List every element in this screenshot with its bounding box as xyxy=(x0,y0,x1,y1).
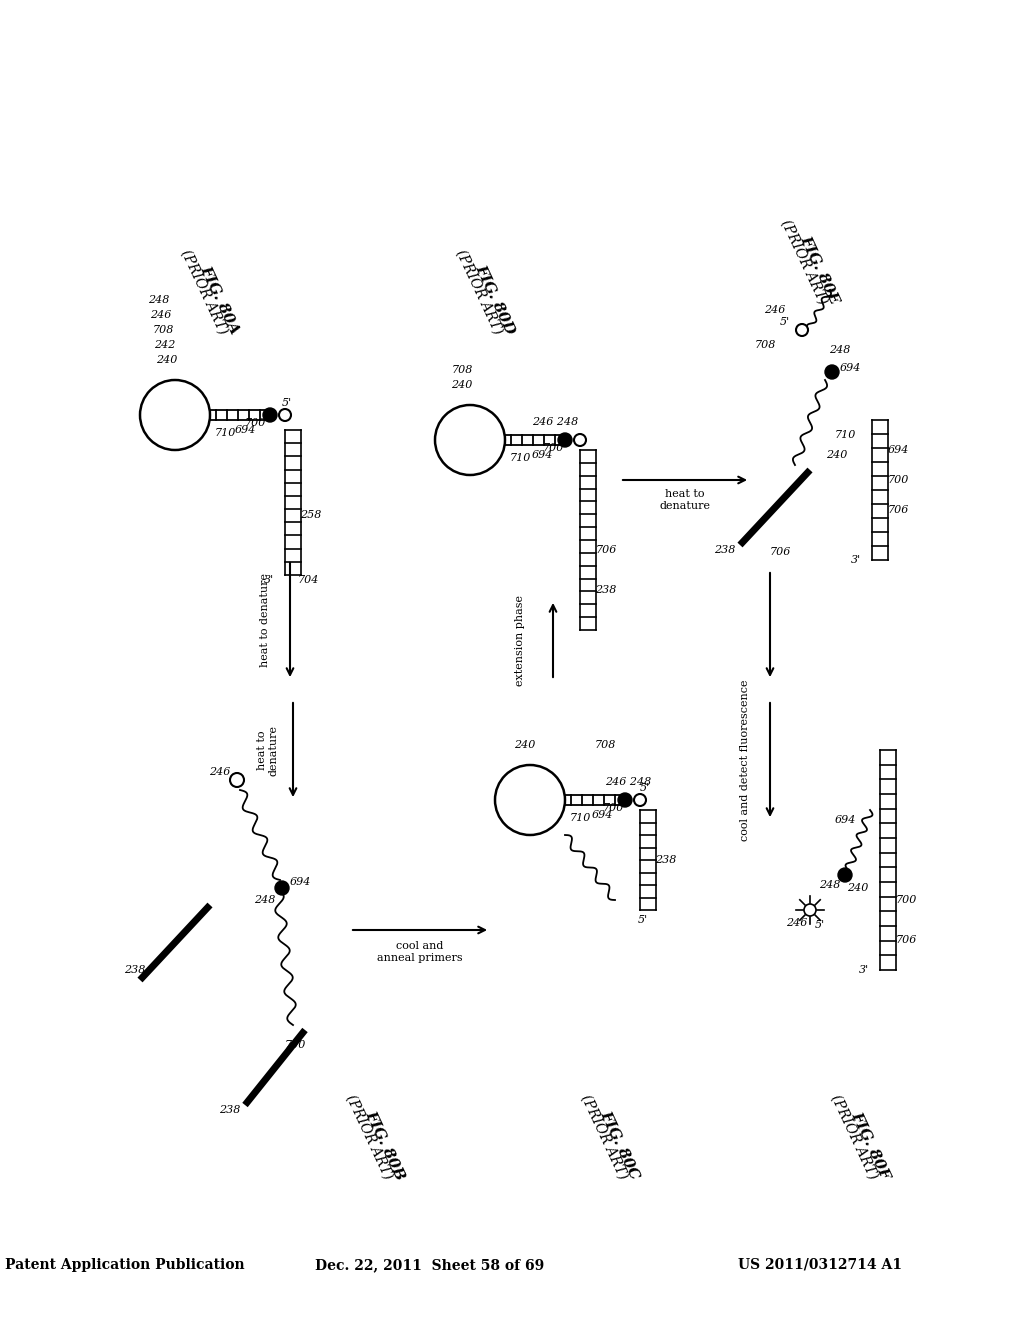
Text: (PRIOR ART): (PRIOR ART) xyxy=(828,1093,880,1181)
Text: FIG. 80E: FIG. 80E xyxy=(798,234,842,306)
Text: cool and
anneal primers: cool and anneal primers xyxy=(377,941,463,962)
Text: 238: 238 xyxy=(715,545,735,554)
Text: 700: 700 xyxy=(602,803,624,813)
Circle shape xyxy=(230,774,244,787)
Text: 706: 706 xyxy=(888,506,908,515)
Text: 700: 700 xyxy=(245,418,265,428)
Text: 238: 238 xyxy=(655,855,677,865)
Text: 240: 240 xyxy=(847,883,868,894)
Text: 238: 238 xyxy=(124,965,145,975)
Text: 700: 700 xyxy=(285,1040,306,1049)
Text: 710: 710 xyxy=(835,430,856,440)
Circle shape xyxy=(804,904,816,916)
Text: 240: 240 xyxy=(826,450,848,459)
Text: 5': 5' xyxy=(780,317,791,327)
Text: 238: 238 xyxy=(595,585,616,595)
Circle shape xyxy=(838,869,852,882)
Text: 710: 710 xyxy=(569,813,591,822)
Circle shape xyxy=(618,793,632,807)
Text: FIG. 80C: FIG. 80C xyxy=(598,1109,642,1181)
Text: 238: 238 xyxy=(219,1105,241,1115)
Text: 700: 700 xyxy=(543,444,563,453)
Text: 708: 708 xyxy=(153,325,174,335)
Circle shape xyxy=(558,433,572,447)
Text: (PRIOR ART): (PRIOR ART) xyxy=(578,1093,630,1181)
Text: 5': 5' xyxy=(638,915,648,925)
Text: FIG. 80F: FIG. 80F xyxy=(848,1109,892,1181)
Text: 706: 706 xyxy=(595,545,616,554)
Text: 248: 248 xyxy=(148,294,170,305)
Text: cool and detect fluorescence: cool and detect fluorescence xyxy=(740,680,750,841)
Text: 710: 710 xyxy=(214,428,236,438)
Text: 240: 240 xyxy=(157,355,178,366)
Text: 694: 694 xyxy=(290,876,310,887)
Circle shape xyxy=(263,408,278,422)
Text: 694: 694 xyxy=(835,814,856,825)
Text: 708: 708 xyxy=(755,341,776,350)
Text: 248: 248 xyxy=(829,345,851,355)
Text: 708: 708 xyxy=(594,741,615,750)
Text: heat to
denature: heat to denature xyxy=(659,490,711,511)
Text: 5': 5' xyxy=(282,399,292,408)
Text: 258: 258 xyxy=(300,510,322,520)
Text: 246: 246 xyxy=(786,917,808,928)
Text: 3': 3' xyxy=(851,554,861,565)
Text: 248: 248 xyxy=(254,895,275,906)
Text: 704: 704 xyxy=(297,576,318,585)
Text: extension phase: extension phase xyxy=(515,594,525,685)
Text: (PRIOR ART): (PRIOR ART) xyxy=(343,1093,394,1181)
Circle shape xyxy=(634,795,646,807)
Text: 700: 700 xyxy=(895,895,916,906)
Circle shape xyxy=(574,434,586,446)
Text: 694: 694 xyxy=(234,425,256,436)
Text: 708: 708 xyxy=(452,366,473,375)
Text: 240: 240 xyxy=(514,741,536,750)
Text: 694: 694 xyxy=(888,445,908,455)
Circle shape xyxy=(435,405,505,475)
Text: 694: 694 xyxy=(840,363,861,374)
Circle shape xyxy=(495,766,565,836)
Text: FIG. 80A: FIG. 80A xyxy=(198,264,242,337)
Circle shape xyxy=(140,380,210,450)
Text: (PRIOR ART): (PRIOR ART) xyxy=(778,218,829,308)
Text: 700: 700 xyxy=(888,475,908,484)
Circle shape xyxy=(796,323,808,337)
Text: FIG. 80B: FIG. 80B xyxy=(362,1107,408,1181)
Text: heat to
denature: heat to denature xyxy=(257,725,279,776)
Text: 710: 710 xyxy=(509,453,530,463)
Text: 694: 694 xyxy=(531,450,553,459)
Text: Dec. 22, 2011  Sheet 58 of 69: Dec. 22, 2011 Sheet 58 of 69 xyxy=(315,1258,545,1272)
Text: 706: 706 xyxy=(895,935,916,945)
Text: US 2011/0312714 A1: US 2011/0312714 A1 xyxy=(738,1258,902,1272)
Text: 3': 3' xyxy=(859,965,869,975)
Text: 246: 246 xyxy=(151,310,172,319)
Text: 5': 5' xyxy=(815,920,825,931)
Text: FIG. 80D: FIG. 80D xyxy=(473,263,517,337)
Circle shape xyxy=(279,409,291,421)
Text: 5': 5' xyxy=(640,783,650,793)
Text: 248: 248 xyxy=(819,880,841,890)
Text: Patent Application Publication: Patent Application Publication xyxy=(5,1258,245,1272)
Text: 706: 706 xyxy=(769,546,791,557)
Text: 246: 246 xyxy=(764,305,785,315)
Text: heat to denature: heat to denature xyxy=(260,573,270,667)
Text: (PRIOR ART): (PRIOR ART) xyxy=(178,248,229,337)
Text: 242: 242 xyxy=(155,341,176,350)
Text: 694: 694 xyxy=(591,810,612,820)
Text: 246 248: 246 248 xyxy=(531,417,579,426)
Text: (PRIOR ART): (PRIOR ART) xyxy=(453,248,505,337)
Text: 246 248: 246 248 xyxy=(605,777,651,787)
Text: 240: 240 xyxy=(452,380,473,389)
Text: 3': 3' xyxy=(264,576,274,585)
Circle shape xyxy=(275,880,289,895)
Circle shape xyxy=(825,366,839,379)
Text: 246: 246 xyxy=(209,767,230,777)
